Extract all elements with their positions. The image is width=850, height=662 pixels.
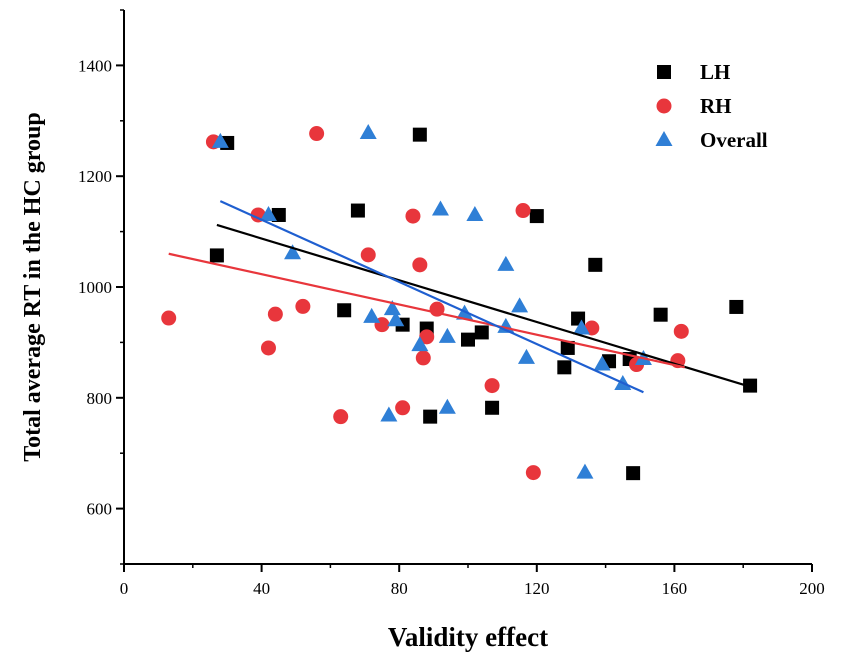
point-lh [474, 325, 489, 340]
legend-marker-overall [655, 131, 673, 146]
point-rh [267, 306, 283, 322]
point-overall [359, 123, 377, 139]
point-lh [423, 409, 438, 424]
point-rh [309, 126, 325, 142]
point-overall [411, 336, 429, 352]
point-rh [360, 247, 376, 263]
x-ticks: 0 40 80 120 160 200 [120, 564, 825, 598]
legend-marker-rh [656, 98, 672, 114]
y-tick-label: 1200 [78, 167, 112, 186]
point-rh [405, 208, 421, 224]
point-lh [209, 248, 224, 263]
fit-lines [168, 200, 751, 394]
legend-label-lh: LH [700, 60, 730, 84]
data-points [161, 123, 758, 481]
point-lh [337, 303, 352, 318]
point-overall [517, 348, 535, 364]
fit-line-lh [216, 223, 751, 388]
point-rh [395, 400, 411, 416]
x-tick-label: 160 [662, 579, 688, 598]
y-tick-label: 1000 [78, 278, 112, 297]
x-axis-title: Validity effect [388, 622, 548, 652]
legend-marker-lh [657, 65, 671, 79]
point-rh [484, 378, 500, 394]
point-rh [161, 310, 177, 326]
x-tick-label: 200 [799, 579, 825, 598]
point-rh [412, 257, 428, 273]
point-overall [259, 205, 277, 221]
x-tick-label: 80 [391, 579, 408, 598]
point-overall [431, 200, 449, 216]
point-rh [515, 203, 531, 219]
point-overall [284, 244, 302, 260]
y-tick-label: 1400 [78, 56, 112, 75]
y-tick-label: 600 [87, 500, 113, 519]
point-lh [653, 307, 668, 322]
fit-line-overall [219, 200, 644, 394]
point-rh [260, 340, 276, 356]
point-lh [588, 257, 603, 272]
point-rh [415, 350, 431, 366]
point-overall [211, 132, 229, 148]
point-lh [626, 466, 641, 481]
point-lh [412, 127, 427, 142]
point-overall [387, 311, 405, 327]
point-lh [560, 340, 575, 355]
y-tick-label: 800 [87, 389, 113, 408]
point-lh [485, 400, 500, 415]
point-lh [350, 203, 365, 218]
legend-label-overall: Overall [700, 128, 768, 152]
point-lh [729, 299, 744, 314]
point-rh [673, 323, 689, 339]
point-rh [419, 329, 435, 345]
point-lh [529, 209, 544, 224]
point-overall [466, 205, 484, 221]
x-tick-label: 120 [524, 579, 550, 598]
point-overall [380, 406, 398, 422]
y-axis-title: Total average RT in the HC group [20, 112, 46, 461]
point-lh [557, 360, 572, 375]
point-rh [295, 298, 311, 314]
point-rh [525, 465, 541, 481]
point-overall [438, 327, 456, 343]
legend-label-rh: RH [700, 94, 732, 118]
point-overall [576, 463, 594, 479]
series-overall [211, 123, 652, 479]
point-overall [511, 297, 529, 313]
x-tick-label: 0 [120, 579, 129, 598]
point-overall [497, 255, 515, 271]
point-rh [333, 409, 349, 425]
point-lh [461, 332, 475, 347]
point-overall [573, 319, 591, 335]
point-overall [383, 300, 401, 316]
series-rh [161, 126, 689, 481]
point-overall [363, 307, 381, 323]
point-overall [438, 398, 456, 414]
point-overall [593, 355, 611, 371]
y-ticks: 600 800 1000 1200 1400 [78, 9, 124, 565]
legend: LH RH Overall [655, 60, 768, 152]
series-lh [209, 127, 758, 481]
x-tick-label: 40 [253, 579, 270, 598]
fit-line-rh [168, 252, 685, 369]
